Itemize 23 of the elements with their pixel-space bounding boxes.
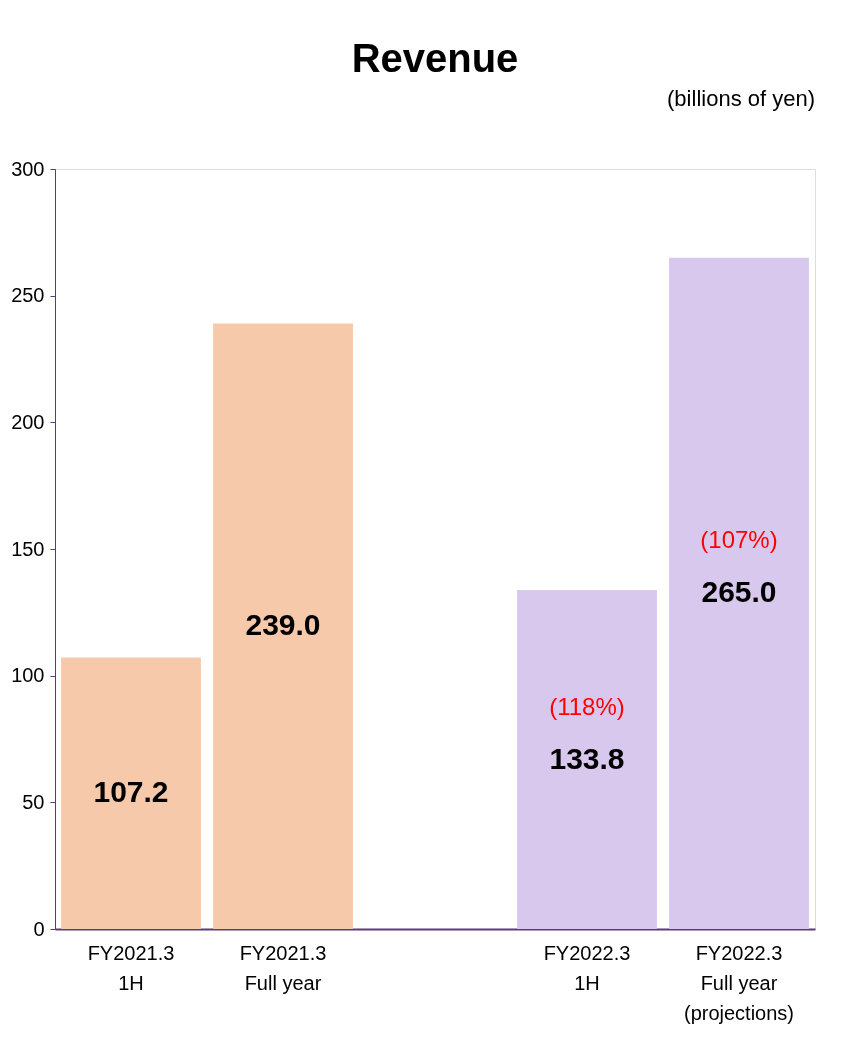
annotation: (118%) bbox=[549, 692, 625, 720]
data-label: 239.0 bbox=[245, 608, 321, 642]
data-label: 265.0 bbox=[701, 575, 777, 609]
bar bbox=[517, 590, 657, 929]
data-label: 133.8 bbox=[549, 741, 625, 775]
data-label: 107.2 bbox=[93, 775, 169, 809]
y-tick-label: 200 bbox=[11, 410, 45, 433]
y-axis-title: (billions of yen) bbox=[667, 86, 815, 111]
x-tick-label: FY2021.3 Full year bbox=[239, 941, 327, 994]
y-tick-label: 50 bbox=[22, 790, 45, 813]
x-tick-label: FY2021.3 1H bbox=[87, 941, 175, 994]
y-tick-label: 150 bbox=[11, 537, 45, 560]
chart-title: Revenue bbox=[351, 36, 519, 80]
bar bbox=[669, 257, 809, 929]
y-tick-label: 100 bbox=[11, 664, 45, 687]
y-tick-label: 250 bbox=[11, 284, 45, 307]
bar bbox=[61, 657, 201, 929]
x-tick-label: FY2022.3 Full year (projections) bbox=[683, 941, 795, 1024]
y-tick-label: 0 bbox=[33, 917, 45, 940]
bar bbox=[213, 323, 353, 929]
y-tick-label: 300 bbox=[11, 157, 45, 180]
annotation: (107%) bbox=[700, 526, 778, 554]
x-tick-label: FY2022.3 1H bbox=[543, 941, 631, 994]
